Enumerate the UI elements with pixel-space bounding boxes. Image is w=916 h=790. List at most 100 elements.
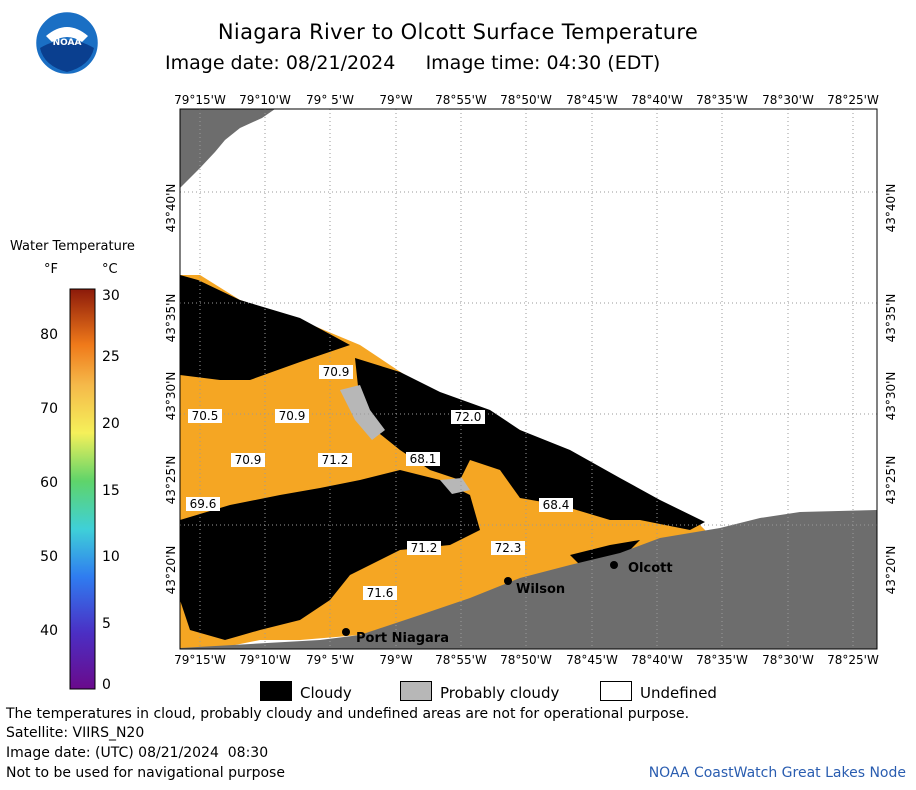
f-tick-label: 40 [40,623,58,639]
satellite-text: Satellite: VIIRS_N20 [6,725,145,741]
legend-title: Water Temperature [10,239,135,254]
place-marker [504,577,512,585]
lat-label-left: 43°25'N [164,456,178,505]
land-canada [180,109,275,188]
page-title: Niagara River to Olcott Surface Temperat… [217,20,699,44]
lon-label-bottom: 78°25'W [827,653,879,667]
c-tick-label: 30 [102,288,120,304]
lon-label-bottom: 78°40'W [631,653,683,667]
temperature-label-bg [275,409,309,423]
lon-label-top: 79°W [379,93,412,107]
temperature-label: 70.9 [279,409,306,423]
color-scale-bar [69,288,96,690]
f-tick-label: 50 [40,549,58,565]
lon-label-top: 78°40'W [631,93,683,107]
latitude-labels: 43°40'N 43°40'N 43°35'N 43°35'N 43°30'N 43°30… [164,184,898,595]
temperature-label-bg [451,410,485,424]
cloudy-label: Cloudy [300,684,352,702]
temperature-label: 71.2 [322,453,349,467]
cloud-area [180,470,480,640]
temperature-label: 70.9 [235,453,262,467]
temperature-label-bg [318,453,352,467]
c-tick-label: 10 [102,549,120,565]
image-time: 04:30 (EDT) [546,52,661,74]
utc-date-text: Image date: (UTC) 08/21/2024 08:30 [6,745,269,761]
lat-label-left: 43°20'N [164,546,178,595]
f-tick-label: 60 [40,475,58,491]
place-label: Olcott [628,561,673,576]
lon-label-bottom: 78°45'W [566,653,618,667]
lat-label-right: 43°20'N [884,546,898,595]
lon-label-bottom: 78°55'W [435,653,487,667]
lon-label-bottom: 79° 5'W [306,653,354,667]
temperature-label-bg [319,365,353,379]
probably-cloudy-swatch [400,681,432,701]
temperature-label: 69.6 [190,497,217,511]
lon-label-bottom: 79°10'W [239,653,291,667]
temperature-label-bg [231,453,265,467]
lon-label-top: 79° 5'W [306,93,354,107]
noaa-logo-icon: NOAA [36,12,98,74]
temperature-label-bg [186,497,220,511]
temperature-labels: 70.9 70.5 70.9 72.0 70.9 71.2 68.1 69.6 68.4 71.2… [186,365,573,600]
lon-label-top: 78°25'W [827,93,879,107]
disclaimer-text: The temperatures in cloud, probably clou… [6,706,690,722]
image-date-label: Image date: [165,52,280,74]
c-tick-label: 15 [102,483,120,499]
temperature-label: 72.0 [455,410,482,424]
lat-label-left: 43°35'N [164,294,178,343]
undefined-swatch [600,681,632,701]
lat-label-right: 43°40'N [884,184,898,233]
celsius-ticks: 30 25 20 15 10 5 0 [102,288,120,693]
lon-label-top: 78°35'W [696,93,748,107]
lon-label-bottom: 78°30'W [762,653,814,667]
lon-label-top: 78°45'W [566,93,618,107]
probably-cloudy-label: Probably cloudy [440,684,560,702]
c-tick-label: 5 [102,616,111,632]
temperature-label: 68.1 [410,452,437,466]
map-area [180,109,877,649]
temperature-label: 70.9 [323,365,350,379]
place-label: Port Niagara [356,631,449,646]
noaa-logo-text: NOAA [53,38,82,48]
cloudy-swatch [260,681,292,701]
lat-label-right: 43°25'N [884,456,898,505]
c-tick-label: 20 [102,416,120,432]
lon-label-top: 79°15'W [174,93,226,107]
temperature-label: 72.3 [495,541,522,555]
temperature-label: 70.5 [192,409,219,423]
credit-text: NOAA CoastWatch Great Lakes Node [648,765,906,781]
probably-cloudy-area [440,478,470,494]
temperature-label-bg [491,541,525,555]
lat-label-right: 43°35'N [884,294,898,343]
place-labels: Olcott Wilson Port Niagara [342,561,673,646]
lon-label-top: 79°10'W [239,93,291,107]
temperature-label-bg [407,541,441,555]
temperature-label-bg [363,586,397,600]
land-new-york [180,510,877,649]
probably-cloudy-area [340,385,385,440]
lat-label-left: 43°30'N [164,372,178,421]
f-tick-label: 80 [40,327,58,343]
image-date: 08/21/2024 [285,52,396,74]
temperature-label: 68.4 [543,498,570,512]
temperature-label-bg [188,409,222,423]
cloud-area [180,275,350,380]
lon-label-top: 78°50'W [500,93,552,107]
legend-unit-f: °F [44,262,58,277]
nav-warning-text: Not to be used for navigational purpose [6,765,285,781]
image-datetime: Image date: 08/21/2024 Image time: 04:30… [165,52,660,74]
f-tick-label: 70 [40,401,58,417]
cloud-area [355,358,705,530]
c-tick-label: 25 [102,349,120,365]
lon-label-top: 78°55'W [435,93,487,107]
legend-unit-c: °C [102,262,118,277]
temperature-label: 71.2 [411,541,438,555]
temperature-label-bg [406,452,440,466]
undefined-label: Undefined [640,684,717,702]
lon-label-top: 78°30'W [762,93,814,107]
place-marker [610,561,618,569]
lon-label-bottom: 78°50'W [500,653,552,667]
fahrenheit-ticks: 80 70 60 50 40 [40,327,58,639]
